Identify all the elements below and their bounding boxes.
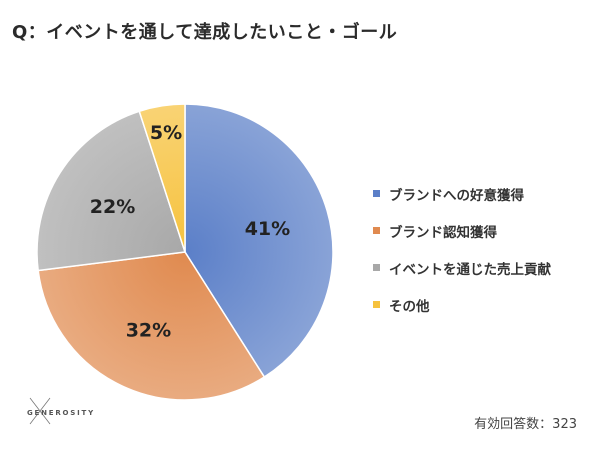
pie-slice-favorability [184, 103, 334, 378]
logo-text: GENEROSITY [27, 409, 95, 417]
legend-label-favorability: ブランドへの好意獲得 [389, 187, 524, 204]
legend-item-favorability: ブランドへの好意獲得 [373, 175, 551, 212]
pie-slice-sales [36, 110, 186, 272]
slice-label-awareness: 32% [126, 320, 171, 342]
legend-label-sales: イベントを通じた売上貢献 [389, 261, 551, 278]
pie-slice-other [138, 103, 186, 253]
legend-label-other: その他 [389, 298, 430, 315]
chart-title: Q：イベントを通して達成したいこと・ゴール [12, 22, 398, 43]
slice-label-sales: 22% [90, 196, 135, 218]
slice-label-favorability: 41% [245, 218, 290, 240]
legend-swatch-sales [373, 264, 380, 271]
generosity-logo [29, 397, 51, 425]
legend-item-other: その他 [373, 286, 551, 323]
legend-item-sales: イベントを通じた売上貢献 [373, 249, 551, 286]
legend-label-awareness: ブランド認知獲得 [389, 224, 497, 241]
chart-legend: ブランドへの好意獲得 ブランド認知獲得 イベントを通じた売上貢献 その他 [373, 175, 551, 323]
slice-label-other: 5% [150, 122, 182, 144]
legend-item-awareness: ブランド認知獲得 [373, 212, 551, 249]
legend-swatch-other [373, 301, 380, 308]
respondent-count: 有効回答数：323 [474, 417, 577, 432]
pie-slice-awareness [37, 251, 266, 401]
legend-swatch-awareness [373, 227, 380, 234]
legend-swatch-favorability [373, 190, 380, 197]
